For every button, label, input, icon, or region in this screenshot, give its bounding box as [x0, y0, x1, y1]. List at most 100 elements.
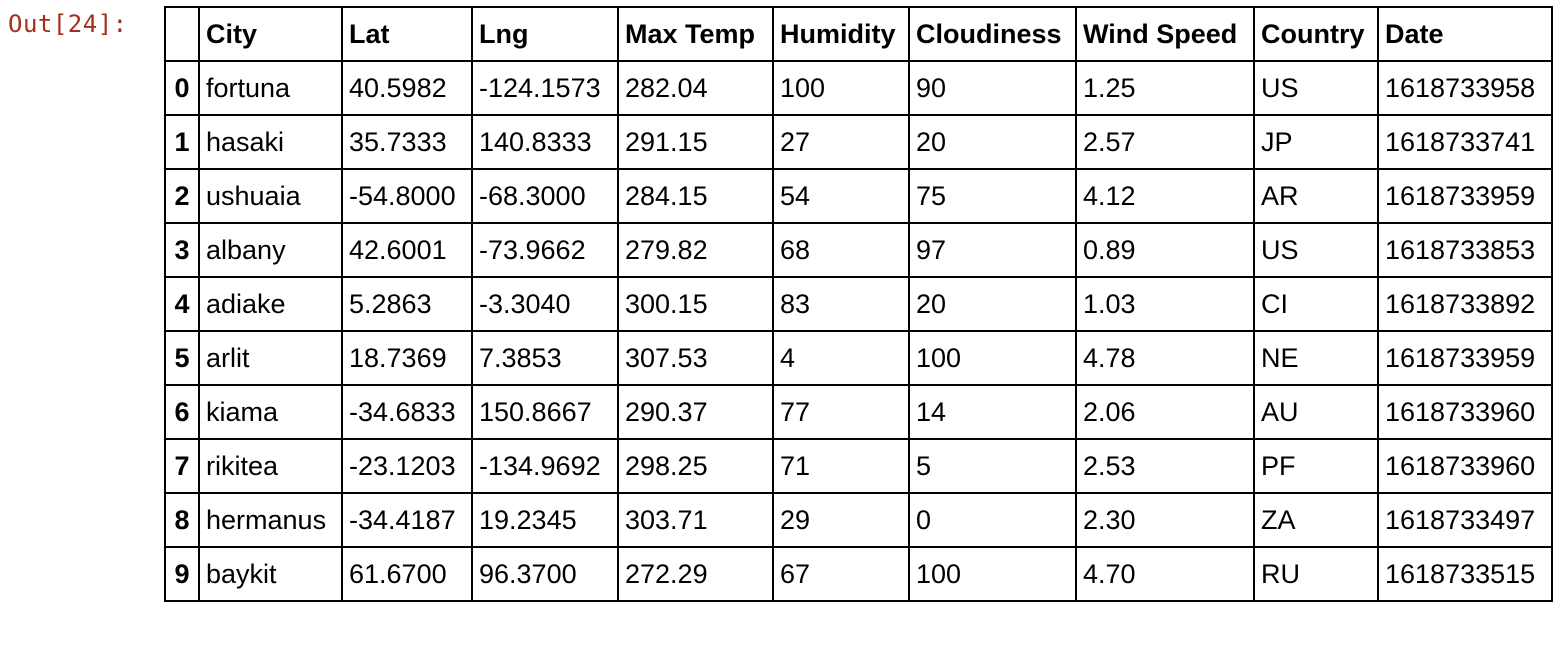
cell-date: 1618733960 [1377, 438, 1553, 494]
cell-city: rikitea [198, 438, 343, 494]
table-row: 5 arlit 18.7369 7.3853 307.53 4 100 4.78 NE 16187… [164, 330, 1553, 386]
cell-wind-speed: 4.70 [1075, 546, 1255, 602]
table-body: 0 fortuna 40.5982 -124.1573 282.04 100 90 1.25 U… [164, 60, 1553, 602]
cell-lng: 96.3700 [471, 546, 619, 602]
cell-max-temp: 291.15 [617, 114, 774, 170]
cell-humidity: 67 [772, 546, 910, 602]
cell-country: US [1253, 60, 1379, 116]
cell-cloudiness: 20 [908, 276, 1077, 332]
cell-humidity: 4 [772, 330, 910, 386]
header-country: Country [1253, 6, 1379, 62]
row-index: 0 [164, 60, 200, 116]
cell-cloudiness: 5 [908, 438, 1077, 494]
cell-lng: -3.3040 [471, 276, 619, 332]
cell-max-temp: 272.29 [617, 546, 774, 602]
cell-wind-speed: 4.78 [1075, 330, 1255, 386]
cell-country: US [1253, 222, 1379, 278]
cell-wind-speed: 2.53 [1075, 438, 1255, 494]
cell-lat: -34.4187 [341, 492, 473, 548]
row-index: 6 [164, 384, 200, 440]
cell-wind-speed: 0.89 [1075, 222, 1255, 278]
cell-wind-speed: 4.12 [1075, 168, 1255, 224]
cell-max-temp: 303.71 [617, 492, 774, 548]
cell-wind-speed: 2.57 [1075, 114, 1255, 170]
cell-lng: -134.9692 [471, 438, 619, 494]
table-row: 7 rikitea -23.1203 -134.9692 298.25 71 5 2.53 PF… [164, 438, 1553, 494]
cell-cloudiness: 75 [908, 168, 1077, 224]
cell-lng: 19.2345 [471, 492, 619, 548]
cell-city: baykit [198, 546, 343, 602]
row-index: 3 [164, 222, 200, 278]
cell-lng: -73.9662 [471, 222, 619, 278]
cell-cloudiness: 100 [908, 330, 1077, 386]
cell-cloudiness: 20 [908, 114, 1077, 170]
cell-lng: -124.1573 [471, 60, 619, 116]
cell-date: 1618733959 [1377, 168, 1553, 224]
cell-lat: 5.2863 [341, 276, 473, 332]
table-row: 8 hermanus -34.4187 19.2345 303.71 29 0 2.30 ZA 1… [164, 492, 1553, 548]
cell-max-temp: 290.37 [617, 384, 774, 440]
cell-lat: 61.6700 [341, 546, 473, 602]
cell-date: 1618733853 [1377, 222, 1553, 278]
header-max-temp: Max Temp [617, 6, 774, 62]
cell-date: 1618733960 [1377, 384, 1553, 440]
row-index: 5 [164, 330, 200, 386]
dataframe-table: City Lat Lng Max Temp Humidity Cloudines… [164, 6, 1553, 602]
cell-humidity: 83 [772, 276, 910, 332]
header-lat: Lat [341, 6, 473, 62]
cell-humidity: 77 [772, 384, 910, 440]
cell-cloudiness: 14 [908, 384, 1077, 440]
header-wind-speed: Wind Speed [1075, 6, 1255, 62]
cell-max-temp: 282.04 [617, 60, 774, 116]
header-humidity: Humidity [772, 6, 910, 62]
cell-max-temp: 307.53 [617, 330, 774, 386]
table-row: 6 kiama -34.6833 150.8667 290.37 77 14 2.06 AU 16… [164, 384, 1553, 440]
row-index: 4 [164, 276, 200, 332]
cell-lng: 150.8667 [471, 384, 619, 440]
cell-country: ZA [1253, 492, 1379, 548]
cell-country: AR [1253, 168, 1379, 224]
cell-lat: 35.7333 [341, 114, 473, 170]
cell-humidity: 68 [772, 222, 910, 278]
table-row: 3 albany 42.6001 -73.9662 279.82 68 97 0.89 US 16… [164, 222, 1553, 278]
cell-humidity: 54 [772, 168, 910, 224]
row-index: 8 [164, 492, 200, 548]
row-index: 2 [164, 168, 200, 224]
table-row: 2 ushuaia -54.8000 -68.3000 284.15 54 75 4.12 AR… [164, 168, 1553, 224]
row-index: 7 [164, 438, 200, 494]
header-row: City Lat Lng Max Temp Humidity Cloudines… [164, 6, 1553, 62]
cell-lat: 18.7369 [341, 330, 473, 386]
cell-city: albany [198, 222, 343, 278]
cell-country: RU [1253, 546, 1379, 602]
row-index: 1 [164, 114, 200, 170]
header-cloudiness: Cloudiness [908, 6, 1077, 62]
cell-date: 1618733892 [1377, 276, 1553, 332]
cell-country: AU [1253, 384, 1379, 440]
cell-lng: 140.8333 [471, 114, 619, 170]
header-lng: Lng [471, 6, 619, 62]
cell-country: NE [1253, 330, 1379, 386]
header-index [164, 6, 200, 62]
cell-humidity: 100 [772, 60, 910, 116]
cell-country: PF [1253, 438, 1379, 494]
cell-date: 1618733959 [1377, 330, 1553, 386]
cell-city: kiama [198, 384, 343, 440]
cell-humidity: 29 [772, 492, 910, 548]
cell-country: CI [1253, 276, 1379, 332]
cell-date: 1618733515 [1377, 546, 1553, 602]
table-row: 1 hasaki 35.7333 140.8333 291.15 27 20 2.57 JP 16… [164, 114, 1553, 170]
cell-date: 1618733741 [1377, 114, 1553, 170]
cell-cloudiness: 90 [908, 60, 1077, 116]
cell-city: hasaki [198, 114, 343, 170]
cell-lng: 7.3853 [471, 330, 619, 386]
cell-wind-speed: 1.03 [1075, 276, 1255, 332]
header-date: Date [1377, 6, 1553, 62]
cell-country: JP [1253, 114, 1379, 170]
cell-wind-speed: 2.06 [1075, 384, 1255, 440]
header-city: City [198, 6, 343, 62]
cell-max-temp: 298.25 [617, 438, 774, 494]
table-row: 9 baykit 61.6700 96.3700 272.29 67 100 4.70 RU 16… [164, 546, 1553, 602]
cell-cloudiness: 97 [908, 222, 1077, 278]
table-row: 0 fortuna 40.5982 -124.1573 282.04 100 90 1.25 U… [164, 60, 1553, 116]
